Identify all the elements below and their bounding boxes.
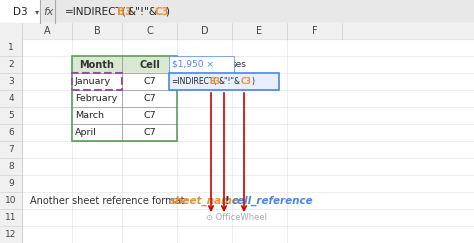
Text: ): ) (165, 7, 169, 17)
Text: &"!"&: &"!"& (127, 7, 157, 17)
Bar (0, 107, 22, 124)
Bar (0, 73, 22, 90)
Bar (0, 209, 22, 226)
Text: 3: 3 (8, 77, 14, 86)
Bar (0, 39, 22, 56)
Text: ): ) (251, 77, 254, 86)
Text: 7: 7 (8, 145, 14, 154)
Text: C3: C3 (241, 77, 252, 86)
Text: ⊙ OfficeWheel: ⊙ OfficeWheel (207, 213, 267, 222)
Bar (0, 23, 22, 243)
Text: 4: 4 (8, 94, 14, 103)
Text: 1: 1 (8, 43, 14, 52)
Bar (72, 124, 177, 141)
Text: C7: C7 (143, 77, 156, 86)
Bar (0, 192, 22, 209)
Text: cell_reference: cell_reference (232, 195, 314, 206)
Text: C7: C7 (143, 128, 156, 137)
Text: B3: B3 (117, 7, 132, 17)
Bar (169, 73, 279, 90)
Bar (72, 56, 177, 73)
Bar (0, 158, 22, 175)
Text: B: B (94, 26, 100, 36)
Text: 11: 11 (5, 213, 17, 222)
Text: 5: 5 (8, 111, 14, 120)
Text: 2: 2 (8, 60, 14, 69)
Bar (72, 56, 177, 141)
Text: &"!"&: &"!"& (219, 77, 241, 86)
Text: ses: ses (232, 60, 247, 69)
Bar (0, 0, 474, 23)
Bar (72, 73, 177, 90)
Text: Month: Month (80, 60, 114, 69)
Text: C3: C3 (155, 7, 170, 17)
Text: C7: C7 (143, 94, 156, 103)
Bar (169, 56, 234, 73)
Text: 8: 8 (8, 162, 14, 171)
Bar (72, 90, 177, 107)
Text: ▾: ▾ (35, 8, 39, 17)
Text: fx: fx (43, 7, 53, 17)
Text: A: A (44, 26, 50, 36)
Text: April: April (75, 128, 97, 137)
Bar (0, 226, 22, 243)
Text: Cell: Cell (139, 60, 160, 69)
Bar (0, 23, 474, 39)
Bar (0, 56, 22, 73)
Text: =INDIRECT(: =INDIRECT( (171, 77, 217, 86)
Text: =INDIRECT(: =INDIRECT( (65, 7, 127, 17)
Bar (72, 107, 177, 124)
Text: March: March (75, 111, 104, 120)
Text: C: C (146, 26, 153, 36)
Text: Another sheet reference format:: Another sheet reference format: (30, 196, 188, 206)
Text: F: F (312, 26, 317, 36)
Text: sheet_name: sheet_name (170, 195, 240, 206)
Text: $1,950 ×: $1,950 × (172, 60, 214, 69)
Text: B3: B3 (209, 77, 220, 86)
Bar (72, 73, 122, 90)
Text: E: E (256, 26, 263, 36)
Text: January: January (75, 77, 111, 86)
Text: !: ! (225, 196, 230, 206)
Text: 12: 12 (5, 230, 17, 239)
Text: 10: 10 (5, 196, 17, 205)
Bar (0, 90, 22, 107)
Text: 9: 9 (8, 179, 14, 188)
Bar (0, 124, 22, 141)
Text: D: D (201, 26, 208, 36)
Text: C7: C7 (143, 111, 156, 120)
Text: 6: 6 (8, 128, 14, 137)
Text: D3: D3 (13, 7, 27, 17)
Bar (0, 175, 22, 192)
Bar (0, 0, 40, 23)
Text: February: February (75, 94, 117, 103)
Bar (0, 141, 22, 158)
